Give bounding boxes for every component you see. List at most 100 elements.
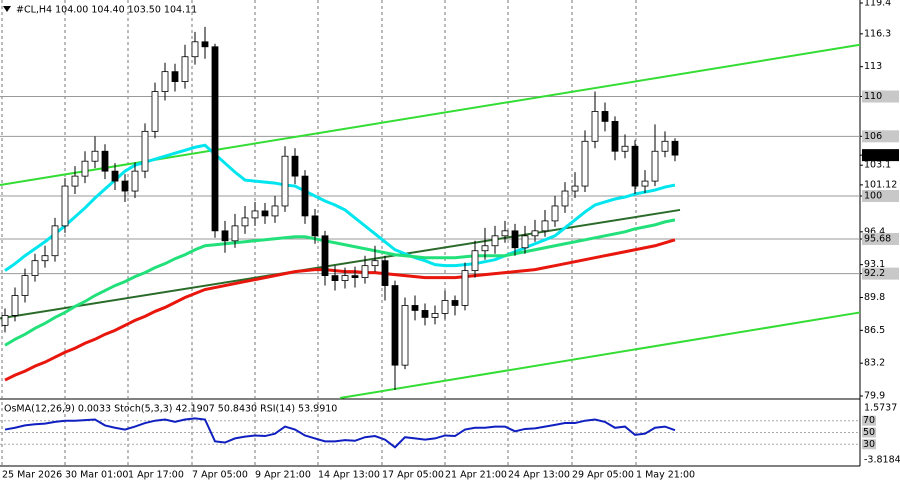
x-tick-label: 24 Apr 13:00 <box>508 470 570 481</box>
candle-body <box>481 245 489 252</box>
candle-body <box>241 217 249 227</box>
candle-body <box>521 235 529 249</box>
x-tick-label: 21 Apr 21:00 <box>445 470 507 481</box>
candle-body <box>531 230 539 237</box>
candle-body <box>261 210 269 217</box>
candle-body <box>71 175 79 187</box>
y-tick-label: 83.2 <box>864 358 885 369</box>
candle-body <box>161 71 169 92</box>
candle-body <box>41 255 49 262</box>
candle-body <box>361 265 369 279</box>
y-tick-label: 103.1 <box>864 160 891 171</box>
candle-body <box>661 140 669 152</box>
candle-body <box>141 130 149 172</box>
candle-body <box>451 300 459 306</box>
moving-average <box>4 218 676 347</box>
x-tick-label: 7 Apr 05:00 <box>192 470 248 481</box>
price-label-box <box>862 90 899 103</box>
y-tick-label: 101.12 <box>864 179 897 190</box>
candle-body <box>651 150 659 182</box>
candle-body <box>351 275 359 279</box>
price-label-box <box>862 149 899 162</box>
x-tick-label: 29 Apr 05:00 <box>572 470 634 481</box>
candle-body <box>31 260 39 277</box>
x-tick-label: 14 Apr 13:00 <box>318 470 380 481</box>
candle-body <box>251 210 259 219</box>
candle-body <box>291 155 299 177</box>
y-tick-label: 116.3 <box>864 28 891 39</box>
candle-body <box>211 46 219 232</box>
x-tick-label: 17 Apr 05:00 <box>382 470 444 481</box>
y-tick-label: 92.2 <box>864 268 885 279</box>
candle-body <box>281 155 289 207</box>
candle-body <box>331 275 339 281</box>
candle-body <box>611 120 619 152</box>
osma-max-label: 1.5737 <box>864 403 897 414</box>
y-tick-label: 95.68 <box>864 233 891 244</box>
osc-label-box <box>862 439 876 450</box>
candle-body <box>501 230 509 237</box>
candle-body <box>61 185 69 227</box>
candle-body <box>471 250 479 272</box>
osc-tick-label: 30 <box>863 439 875 450</box>
candle-body <box>461 270 469 306</box>
candle-body <box>671 140 679 156</box>
y-tick-label: 96.4 <box>864 226 885 237</box>
candle-body <box>371 260 379 267</box>
candle-body <box>631 145 639 187</box>
price-label-box <box>862 130 899 143</box>
y-tick-label: 119.4 <box>864 0 891 9</box>
candle-body <box>201 41 209 48</box>
price-label-box <box>862 232 899 245</box>
candle-body <box>341 275 349 281</box>
y-tick-label: 113 <box>864 61 882 72</box>
y-tick-label: 100 <box>864 191 882 202</box>
rsi-line <box>4 417 676 449</box>
x-tick-label: 1 Apr 17:00 <box>128 470 184 481</box>
candle-body <box>231 225 239 242</box>
y-tick-label: 104.11 <box>864 150 897 161</box>
moving-average <box>4 238 676 382</box>
candle-body <box>621 145 629 152</box>
candle-body <box>1 315 9 326</box>
candle-body <box>551 205 559 222</box>
candle-body <box>511 230 519 249</box>
indicator-label: OsMA(12,26,9) 0.0033 Stoch(5,3,3) 42.190… <box>4 404 337 415</box>
candle-body <box>431 313 439 318</box>
candle-body <box>601 111 609 122</box>
candle-body <box>561 190 569 207</box>
candle-body <box>81 160 89 177</box>
candle-body <box>191 41 199 58</box>
candle-body <box>51 225 59 257</box>
candle-body <box>381 260 389 286</box>
candle-body <box>491 235 499 247</box>
candle-body <box>581 140 589 187</box>
osma-min-label: -3.8184 <box>864 455 900 466</box>
candle-body <box>391 285 399 366</box>
candle-body <box>121 180 129 192</box>
x-tick-label: 25 Mar 2026 <box>2 470 62 481</box>
osc-tick-label: 50 <box>863 427 875 438</box>
candle-body <box>591 111 599 142</box>
x-tick-label: 9 Apr 21:00 <box>255 470 311 481</box>
candle-body <box>571 185 579 192</box>
candle-body <box>131 170 139 192</box>
chart-title: #CL,H4 104.00 104.40 103.50 104.11 <box>16 5 197 16</box>
candle-body <box>321 235 329 277</box>
candle-body <box>421 310 429 318</box>
x-tick-label: 1 May 21:00 <box>636 470 695 481</box>
y-tick-label: 93.1 <box>864 259 885 270</box>
candle-body <box>101 150 109 172</box>
y-tick-label: 79.9 <box>864 391 885 402</box>
menu-arrow <box>3 6 11 12</box>
candle-body <box>21 275 29 296</box>
candle-body <box>151 91 159 132</box>
candle-body <box>401 305 409 366</box>
candle-body <box>641 180 649 187</box>
candle-body <box>221 230 229 242</box>
candle-body <box>311 215 319 237</box>
osc-label-box <box>862 427 876 438</box>
x-tick-label: 30 Mar 01:00 <box>65 470 128 481</box>
